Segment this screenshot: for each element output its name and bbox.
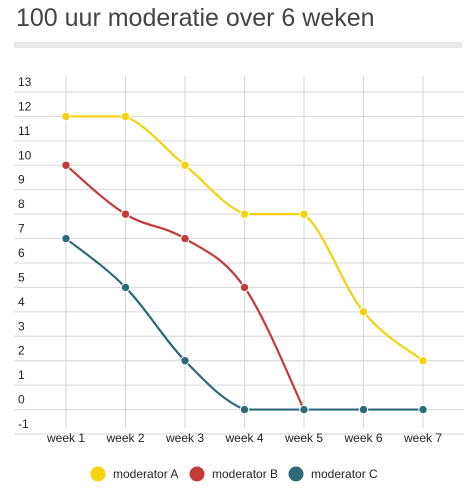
y-tick-label: 0 [18, 393, 25, 407]
legend-label: moderator B [212, 467, 278, 481]
legend-label: moderator A [113, 467, 178, 481]
title-divider [14, 42, 462, 48]
legend-item: moderator C [288, 466, 378, 482]
y-tick-label: 9 [18, 173, 25, 187]
y-tick-label: 12 [18, 99, 32, 113]
y-tick-label: -1 [18, 417, 29, 431]
x-tick-label: week 5 [284, 431, 323, 445]
data-point [358, 307, 369, 317]
x-tick-label: week 3 [165, 431, 204, 445]
data-point [180, 356, 190, 366]
y-tick-label: 6 [18, 246, 25, 260]
data-point [180, 233, 190, 244]
data-point [120, 111, 131, 122]
data-point [239, 282, 250, 293]
chart-title: 100 uur moderatie over 6 weken [16, 4, 375, 32]
y-tick-label: 8 [18, 197, 25, 211]
legend-label: moderator C [311, 467, 378, 481]
data-point [120, 209, 131, 219]
y-tick-label: 4 [18, 295, 25, 309]
x-tick-label: week 7 [403, 431, 442, 445]
data-point [299, 209, 309, 219]
data-point [239, 209, 250, 219]
legend-item: moderator A [90, 466, 178, 482]
y-tick-label: 13 [18, 75, 32, 89]
data-point [299, 404, 309, 415]
x-tick-label: week 2 [105, 431, 144, 445]
x-tick-label: week 6 [343, 431, 382, 445]
legend-item: moderator B [189, 466, 278, 482]
legend-marker [90, 466, 106, 482]
y-tick-label: 3 [18, 319, 25, 333]
y-tick-label: 10 [18, 148, 32, 162]
data-point [61, 160, 71, 170]
data-point [358, 404, 369, 415]
legend-marker [189, 466, 205, 482]
y-tick-label: 5 [18, 270, 25, 284]
y-tick-label: 1 [18, 368, 25, 382]
y-tick-label: 2 [18, 344, 25, 358]
x-tick-label: week 1 [46, 431, 85, 445]
data-point [418, 404, 428, 415]
x-tick-label: week 4 [224, 431, 263, 445]
y-tick-label: 11 [18, 124, 31, 138]
data-point [61, 111, 71, 122]
legend-marker [288, 466, 304, 482]
y-tick-label: 7 [18, 222, 25, 236]
data-point [61, 233, 71, 244]
data-point [120, 282, 131, 293]
data-point [180, 160, 190, 170]
data-point [239, 404, 250, 415]
data-point [418, 356, 428, 366]
